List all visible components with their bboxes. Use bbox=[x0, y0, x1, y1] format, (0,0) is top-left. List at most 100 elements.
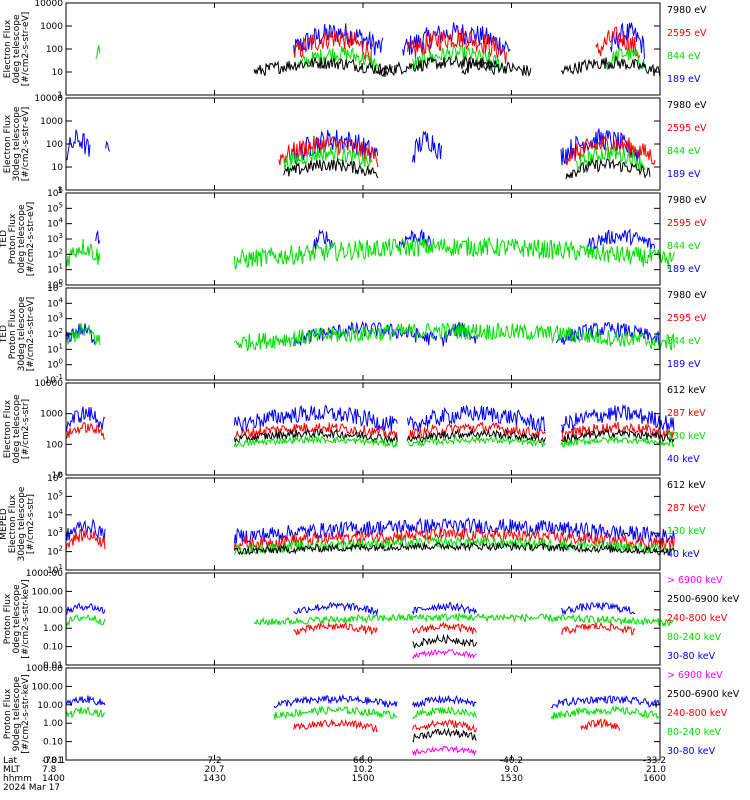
y-tick-label: 100.00 bbox=[32, 682, 64, 692]
y-axis-label: [#/cm2-s-str] bbox=[21, 399, 31, 459]
x-tick-hhmm: 1430 bbox=[203, 774, 226, 784]
y-axis-label: MEPED bbox=[0, 508, 9, 540]
legend-entry: 844 eV bbox=[667, 336, 701, 347]
series-trace-blue bbox=[560, 601, 635, 616]
x-tick-mlt: 10.2 bbox=[353, 765, 373, 775]
y-tick-label: 10 bbox=[52, 68, 64, 78]
y-axis-label: Electron Flux bbox=[3, 114, 13, 173]
series-trace-green bbox=[412, 706, 477, 720]
series-trace-blue bbox=[313, 228, 333, 250]
y-tick-label: 101 bbox=[47, 342, 63, 355]
y-axis-label: [#/cm2-s-str-eV] bbox=[26, 202, 36, 277]
y-tick-label: 10000 bbox=[34, 94, 63, 104]
legend-entry: 2500-6900 keV bbox=[667, 689, 740, 700]
y-tick-label: 103 bbox=[47, 232, 63, 245]
series-trace-blue bbox=[610, 22, 645, 59]
series-trace-magenta bbox=[412, 745, 477, 757]
series-trace-black bbox=[377, 55, 532, 77]
series-trace-blue bbox=[273, 693, 398, 709]
series-trace-blue bbox=[65, 695, 106, 706]
series-trace-blue bbox=[585, 228, 656, 252]
y-axis-label: Electron Flux bbox=[3, 19, 13, 78]
series-trace-green bbox=[550, 705, 660, 721]
y-axis-label: [#/cm2-s-str-keV] bbox=[21, 674, 31, 753]
y-axis-label: Proton Flux bbox=[3, 688, 13, 739]
y-tick-label: 1000 bbox=[40, 410, 63, 420]
y-axis-label: [#/cm2-s-str-eV] bbox=[26, 297, 36, 372]
x-tick-mlt: 7.8 bbox=[42, 765, 57, 775]
y-tick-label: 0.10 bbox=[43, 643, 63, 653]
series-trace-blue bbox=[233, 405, 398, 433]
y-axis-label: 0deg telescope bbox=[12, 584, 22, 654]
y-axis-label: Proton Flux bbox=[8, 308, 18, 359]
series-trace-green bbox=[65, 705, 106, 719]
series-trace-green bbox=[95, 45, 101, 59]
y-tick-label: 10.00 bbox=[37, 701, 63, 711]
legend-entry: 189 eV bbox=[667, 74, 701, 85]
series-trace-black bbox=[412, 633, 477, 649]
y-tick-label: 104 bbox=[47, 296, 63, 309]
legend-entry: 844 eV bbox=[667, 241, 701, 252]
series-trace-red bbox=[412, 719, 477, 733]
y-tick-label: 1000 bbox=[40, 22, 63, 32]
series-trace-red bbox=[293, 718, 379, 733]
series-trace-red bbox=[412, 621, 477, 635]
series-trace-red bbox=[560, 421, 675, 442]
y-axis-label: 30deg telescope bbox=[12, 106, 22, 181]
legend-entry: 612 keV bbox=[667, 480, 706, 491]
series-trace-black bbox=[560, 428, 675, 445]
series-trace-blue bbox=[412, 130, 442, 163]
legend-entry: 80-240 keV bbox=[667, 727, 722, 738]
row-label-hhmm: hhmm bbox=[3, 774, 32, 784]
series-trace-green bbox=[233, 536, 675, 556]
y-axis-label: 30deg telescope bbox=[17, 296, 27, 371]
series-trace-black bbox=[560, 55, 661, 78]
x-tick-mlt: 9.0 bbox=[504, 765, 519, 775]
series-trace-red bbox=[233, 527, 675, 551]
series-trace-black bbox=[412, 727, 477, 743]
series-trace-green bbox=[65, 238, 101, 267]
y-tick-label: 1000.00 bbox=[26, 569, 63, 579]
y-tick-label: 101 bbox=[47, 563, 63, 576]
series-trace-green bbox=[560, 435, 675, 448]
y-axis-label: [#/cm2-s-str] bbox=[26, 494, 36, 554]
y-tick-label: 10.00 bbox=[37, 606, 63, 616]
y-tick-label: 10000 bbox=[34, 379, 63, 389]
legend-entry: 240-800 keV bbox=[667, 708, 728, 719]
x-tick-mlt: 20.7 bbox=[204, 765, 224, 775]
y-tick-label: 10-1 bbox=[45, 373, 63, 386]
y-axis-label: 0deg telescope bbox=[12, 394, 22, 464]
series-trace-blue bbox=[555, 321, 660, 346]
y-tick-label: 105 bbox=[47, 281, 63, 294]
y-axis-label: 30deg telescope bbox=[17, 486, 27, 561]
panel-frame bbox=[65, 477, 661, 571]
series-trace-red bbox=[293, 28, 374, 65]
y-tick-label: 102 bbox=[47, 327, 63, 340]
x-tick-lat: -40.2 bbox=[500, 756, 523, 766]
series-trace-black bbox=[283, 157, 379, 179]
x-tick-hhmm: 1400 bbox=[42, 774, 65, 784]
series-trace-green bbox=[605, 46, 645, 71]
series-trace-blue bbox=[65, 406, 106, 434]
series-trace-black bbox=[461, 56, 497, 76]
y-axis-label: Proton Flux bbox=[8, 213, 18, 264]
series-trace-blue bbox=[397, 228, 433, 250]
legend-entry: 240-800 keV bbox=[667, 613, 728, 624]
x-tick-lat: 7.2 bbox=[207, 756, 221, 766]
y-tick-label: 100 bbox=[46, 45, 63, 55]
series-trace-green bbox=[273, 705, 398, 720]
x-tick-mlt: 21.0 bbox=[646, 765, 666, 775]
legend-entry: 844 eV bbox=[667, 146, 701, 157]
series-trace-blue bbox=[412, 695, 477, 709]
legend-entry: 287 keV bbox=[667, 408, 706, 419]
y-tick-label: 100 bbox=[46, 140, 63, 150]
series-trace-black bbox=[233, 541, 675, 556]
legend-entry: 40 keV bbox=[667, 454, 700, 465]
y-tick-label: 100.00 bbox=[32, 587, 64, 597]
y-axis-label: 0deg telescope bbox=[17, 204, 27, 274]
legend-entry: > 6900 keV bbox=[667, 575, 723, 586]
series-trace-green bbox=[253, 611, 675, 628]
legend-entry: 40 keV bbox=[667, 549, 700, 560]
y-tick-label: 1.00 bbox=[43, 719, 63, 729]
series-trace-black bbox=[253, 57, 393, 77]
